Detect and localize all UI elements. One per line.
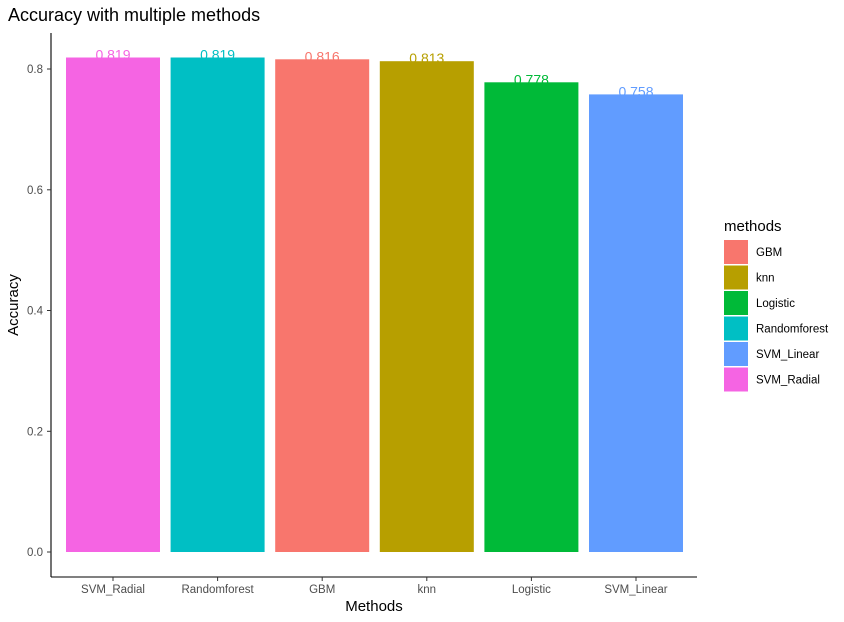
legend-swatch [724, 368, 748, 392]
bar-svm-radial [66, 58, 160, 553]
data-label: 0.819 [200, 47, 235, 63]
legend-swatch [724, 240, 748, 264]
data-label: 0.778 [514, 71, 549, 87]
y-tick-label: 0.2 [27, 426, 43, 438]
bar-knn [380, 61, 474, 552]
x-tick-label: SVM_Linear [604, 584, 667, 596]
data-label: 0.816 [305, 48, 340, 64]
data-label: 0.819 [95, 47, 130, 63]
legend-label: Logistic [756, 298, 795, 310]
y-tick-label: 0.4 [27, 306, 44, 318]
bar-svm-linear [589, 94, 683, 552]
legend-swatch [724, 291, 748, 315]
legend-label: Randomforest [756, 324, 829, 336]
y-ticks-layer: 0.0 0.2 0.4 0.6 0.8 [27, 64, 51, 559]
y-tick-label: 0.0 [27, 547, 43, 559]
legend-label: SVM_Radial [756, 375, 820, 387]
legend-title: methods [724, 218, 782, 235]
y-axis-title: Accuracy [5, 274, 22, 336]
x-tick-label: knn [418, 584, 437, 596]
legend: methods GBM knn Logistic Randomforest SVM_Li… [724, 218, 829, 392]
y-tick-label: 0.6 [27, 185, 43, 197]
x-tick-label: Logistic [512, 584, 551, 596]
x-tick-label: Randomforest [181, 584, 254, 596]
legend-swatch [724, 342, 748, 366]
x-tick-label: SVM_Radial [81, 584, 145, 596]
legend-label: SVM_Linear [756, 349, 819, 361]
chart-title: Accuracy with multiple methods [8, 5, 260, 25]
data-label: 0.813 [409, 50, 444, 66]
bar-logistic [484, 82, 578, 552]
legend-swatch [724, 266, 748, 290]
legend-label: knn [756, 273, 775, 285]
data-label: 0.758 [618, 83, 653, 99]
legend-items: GBM knn Logistic Randomforest SVM_Linear SVM_… [724, 240, 829, 392]
bar-randomforest [171, 58, 265, 553]
legend-swatch [724, 317, 748, 341]
x-axis-title: Methods [345, 598, 403, 615]
bar-gbm [275, 59, 369, 552]
x-ticks-layer: SVM_Radial Randomforest GBM knn Logistic SVM_… [81, 577, 668, 596]
legend-label: GBM [756, 247, 782, 259]
y-tick-label: 0.8 [27, 64, 43, 76]
bars-layer [66, 58, 683, 553]
x-tick-label: GBM [309, 584, 335, 596]
